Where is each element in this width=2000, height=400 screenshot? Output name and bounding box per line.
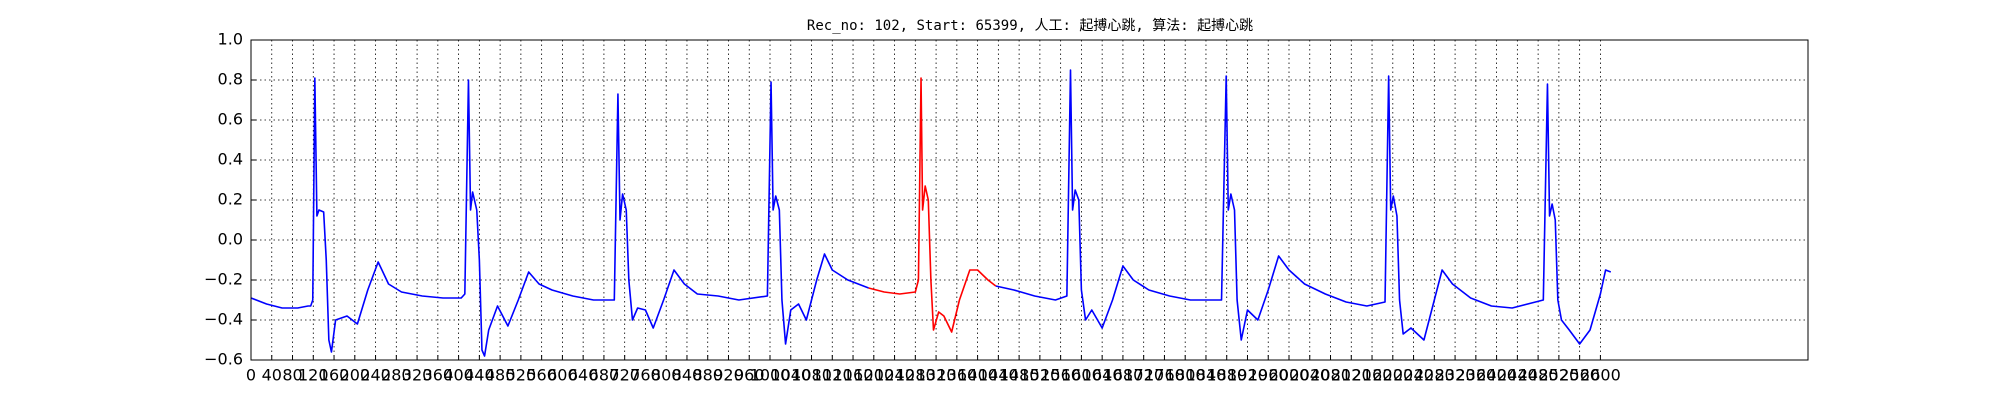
x-tick-label: 1760 — [1144, 366, 1185, 385]
x-tick-label: 2200 — [1372, 366, 1413, 385]
x-tick-label: 1440 — [978, 366, 1019, 385]
x-tick-label: 1680 — [1103, 366, 1144, 385]
x-tick-label: 320 — [402, 366, 433, 385]
y-tick-label: 0.0 — [218, 230, 243, 249]
x-tick-label: 520 — [506, 366, 537, 385]
x-tick-label: 920 — [713, 366, 744, 385]
x-tick-label: 840 — [672, 366, 703, 385]
y-tick-label: 0.2 — [218, 190, 243, 209]
x-tick-label: 680 — [589, 366, 620, 385]
y-tick-label: −0.6 — [204, 350, 243, 369]
y-tick-label: 0.8 — [218, 70, 243, 89]
x-tick-label: 2560 — [1559, 366, 1600, 385]
x-tick-label: 2400 — [1476, 366, 1517, 385]
x-tick-label: 2000 — [1269, 366, 1310, 385]
x-tick-label: 800 — [651, 366, 682, 385]
x-tick-label: 200 — [340, 366, 371, 385]
x-tick-label: 2280 — [1414, 366, 1455, 385]
x-tick-label: 360 — [423, 366, 454, 385]
x-tick-label: 0 — [246, 366, 256, 385]
x-tick-label: 1480 — [999, 366, 1040, 385]
x-tick-label: 480 — [485, 366, 516, 385]
y-tick-label: −0.2 — [204, 270, 243, 289]
chart-title: Rec_no: 102, Start: 65399, 人工: 起搏心跳, 算法:… — [807, 17, 1253, 34]
x-tick-label: 1840 — [1186, 366, 1227, 385]
x-tick-label: 80 — [282, 366, 302, 385]
x-tick-label: 160 — [319, 366, 350, 385]
x-tick-label: 880 — [692, 366, 723, 385]
x-tick-label: 2240 — [1393, 366, 1434, 385]
series-line — [250, 69, 1612, 357]
x-tick-label: 1920 — [1227, 366, 1268, 385]
plot-frame — [250, 39, 1809, 361]
x-tick-label: 1160 — [833, 366, 874, 385]
x-tick-label: 1200 — [853, 366, 894, 385]
y-tick-label: 0.6 — [218, 110, 243, 129]
x-tick-label: 400 — [443, 366, 474, 385]
x-tick-label: 640 — [568, 366, 599, 385]
x-tick-label: 1360 — [936, 366, 977, 385]
x-tick-label: 2120 — [1331, 366, 1372, 385]
series-line — [868, 77, 997, 333]
x-tick-label: 1960 — [1248, 366, 1289, 385]
x-tick-label: 1000 — [750, 366, 791, 385]
x-tick-label: 240 — [360, 366, 391, 385]
x-tick-label: 2040 — [1289, 366, 1330, 385]
x-tick-label: 1600 — [1061, 366, 1102, 385]
x-tick-label: 1320 — [916, 366, 957, 385]
x-tick-label: 1280 — [895, 366, 936, 385]
y-tick-label: 0.4 — [218, 150, 243, 169]
x-tick-label: 280 — [381, 366, 412, 385]
x-tick-label: 40 — [262, 366, 282, 385]
x-tick-label: 2080 — [1310, 366, 1351, 385]
x-tick-label: 440 — [464, 366, 495, 385]
x-tick-label: 2320 — [1435, 366, 1476, 385]
x-tick-label: 720 — [609, 366, 640, 385]
x-tick-label: 2480 — [1518, 366, 1559, 385]
x-tick-label: 560 — [526, 366, 557, 385]
x-tick-label: 1240 — [874, 366, 915, 385]
x-tick-label: 1640 — [1082, 366, 1123, 385]
x-tick-label: 2520 — [1539, 366, 1580, 385]
x-tick-label: 1080 — [791, 366, 832, 385]
x-tick-label: 1520 — [1020, 366, 1061, 385]
x-tick-label: 1800 — [1165, 366, 1206, 385]
y-tick-label: −0.4 — [204, 310, 243, 329]
x-tick-label: 1880 — [1206, 366, 1247, 385]
x-tick-label: 1560 — [1040, 366, 1081, 385]
x-tick-label: 960 — [734, 366, 765, 385]
x-tick-label: 120 — [298, 366, 329, 385]
x-tick-label: 1720 — [1123, 366, 1164, 385]
x-tick-label: 2160 — [1352, 366, 1393, 385]
x-tick-label: 1400 — [957, 366, 998, 385]
x-tick-label: 2600 — [1580, 366, 1621, 385]
x-tick-label: 600 — [547, 366, 578, 385]
x-tick-label: 760 — [630, 366, 661, 385]
y-tick-label: 1.0 — [218, 30, 243, 49]
x-tick-label: 2360 — [1455, 366, 1496, 385]
x-tick-label: 2440 — [1497, 366, 1538, 385]
x-tick-label: 1120 — [812, 366, 853, 385]
x-tick-label: 1040 — [770, 366, 811, 385]
